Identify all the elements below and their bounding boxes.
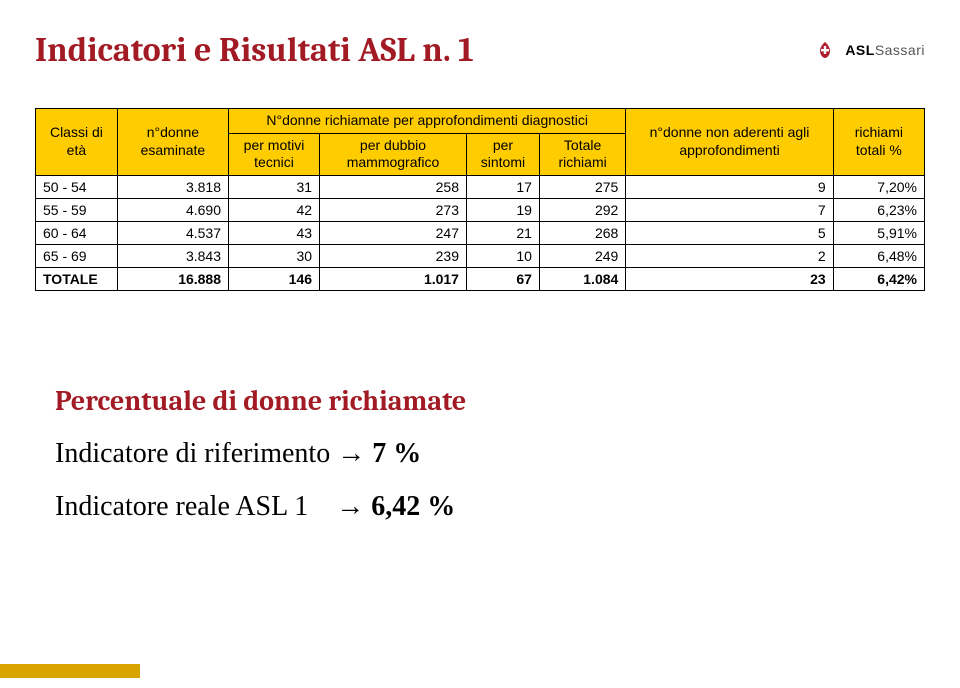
col-technical: per motivi tecnici xyxy=(229,133,320,175)
table-cell: 258 xyxy=(320,175,467,198)
col-group-recalls: N°donne richiamate per approfondimenti d… xyxy=(229,109,626,134)
table-row: 55 - 594.690422731929276,23% xyxy=(36,198,925,221)
table-cell: 3.843 xyxy=(117,244,228,267)
table-cell: 10 xyxy=(466,244,539,267)
table-cell: 1.017 xyxy=(320,267,467,290)
table-cell: 275 xyxy=(539,175,625,198)
table-cell: 9 xyxy=(626,175,833,198)
table-row: 65 - 693.843302391024926,48% xyxy=(36,244,925,267)
table-cell: 2 xyxy=(626,244,833,267)
indicator-real: Indicatore reale ASL 1 → 6,42 % xyxy=(55,480,925,533)
logo: ASLSassari xyxy=(811,36,925,64)
logo-icon xyxy=(811,36,839,64)
table-cell: 21 xyxy=(466,221,539,244)
table-cell: 43 xyxy=(229,221,320,244)
table-cell: 67 xyxy=(466,267,539,290)
table-cell: 7,20% xyxy=(833,175,924,198)
table-cell: 60 - 64 xyxy=(36,221,118,244)
table-cell: 249 xyxy=(539,244,625,267)
table-cell: 6,48% xyxy=(833,244,924,267)
table-cell: 1.084 xyxy=(539,267,625,290)
indicator-heading: Percentuale di donne richiamate xyxy=(55,376,925,428)
table-cell: 5 xyxy=(626,221,833,244)
logo-text: ASLSassari xyxy=(845,42,925,58)
table-cell: 23 xyxy=(626,267,833,290)
table-row: 50 - 543.818312581727597,20% xyxy=(36,175,925,198)
table-cell: 247 xyxy=(320,221,467,244)
table-row: TOTALE16.8881461.017671.084236,42% xyxy=(36,267,925,290)
table-cell: 6,42% xyxy=(833,267,924,290)
table-cell: 292 xyxy=(539,198,625,221)
table-cell: 146 xyxy=(229,267,320,290)
col-mammographic: per dubbio mammografico xyxy=(320,133,467,175)
table-cell: 268 xyxy=(539,221,625,244)
table-cell: 6,23% xyxy=(833,198,924,221)
col-symptoms: per sintomi xyxy=(466,133,539,175)
page-title: Indicatori e Risultati ASL n. 1 xyxy=(35,30,474,70)
table-cell: 7 xyxy=(626,198,833,221)
col-non-adherent: n°donne non aderenti agli approfondiment… xyxy=(626,109,833,176)
table-cell: 16.888 xyxy=(117,267,228,290)
table-cell: TOTALE xyxy=(36,267,118,290)
data-table: Classi di età n°donne esaminate N°donne … xyxy=(35,108,925,291)
indicator-reference: Indicatore di riferimento → 7 % xyxy=(55,427,925,480)
table-cell: 239 xyxy=(320,244,467,267)
table-cell: 5,91% xyxy=(833,221,924,244)
table-cell: 31 xyxy=(229,175,320,198)
table-cell: 55 - 59 xyxy=(36,198,118,221)
col-total-recalls: Totale richiami xyxy=(539,133,625,175)
table-cell: 50 - 54 xyxy=(36,175,118,198)
table-cell: 273 xyxy=(320,198,467,221)
col-recall-pct: richiami totali % xyxy=(833,109,924,176)
indicator-block: Percentuale di donne richiamate Indicato… xyxy=(35,376,925,533)
table-cell: 3.818 xyxy=(117,175,228,198)
table-cell: 30 xyxy=(229,244,320,267)
table-cell: 4.537 xyxy=(117,221,228,244)
table-cell: 17 xyxy=(466,175,539,198)
table-cell: 42 xyxy=(229,198,320,221)
table-row: 60 - 644.537432472126855,91% xyxy=(36,221,925,244)
table-cell: 4.690 xyxy=(117,198,228,221)
footer-stripe xyxy=(0,664,140,678)
col-age: Classi di età xyxy=(36,109,118,176)
table-cell: 19 xyxy=(466,198,539,221)
col-examined: n°donne esaminate xyxy=(117,109,228,176)
table-cell: 65 - 69 xyxy=(36,244,118,267)
